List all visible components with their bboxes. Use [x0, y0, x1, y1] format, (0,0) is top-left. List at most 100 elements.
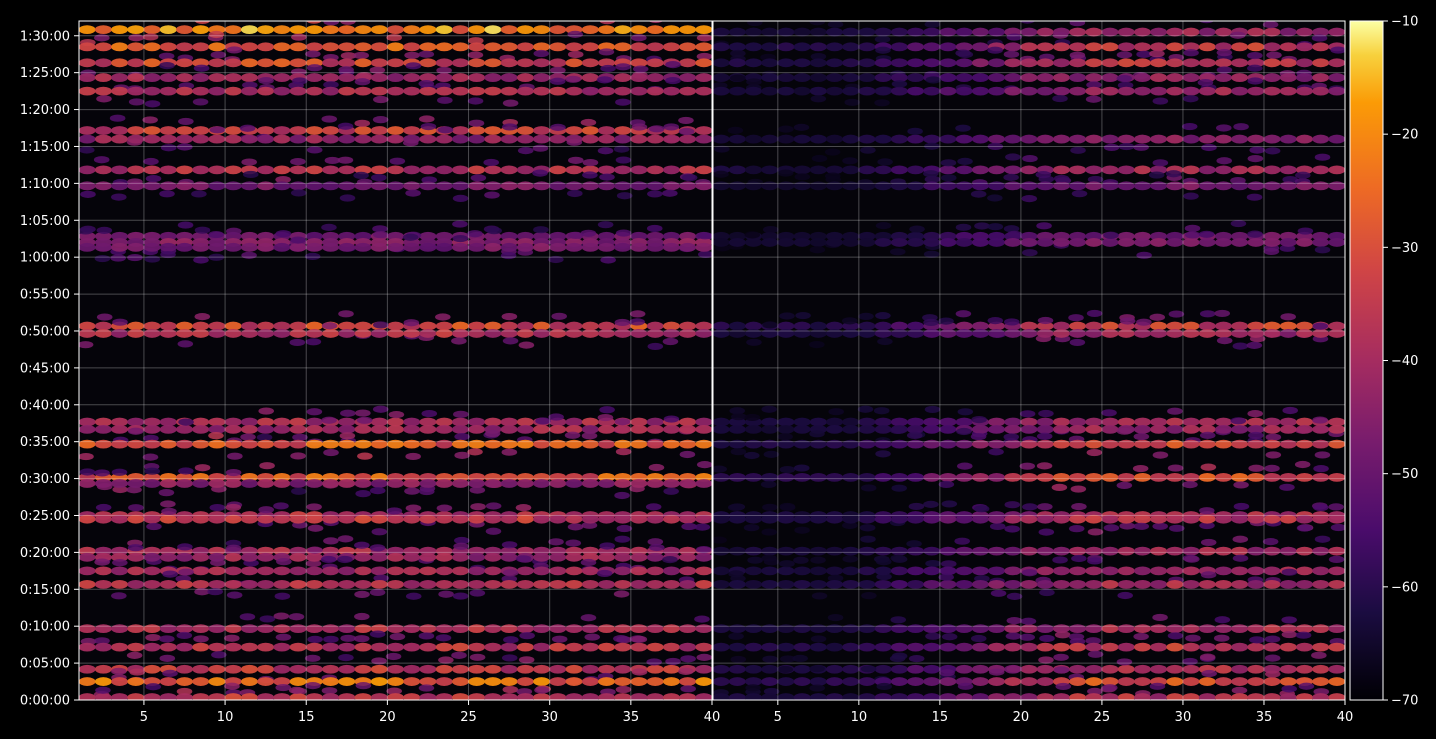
heat-cell [94, 637, 110, 645]
heat-cell [386, 507, 403, 515]
heat-cell [322, 86, 340, 96]
heat-cell [515, 504, 532, 512]
heat-cell [533, 242, 551, 252]
heat-cell [259, 462, 275, 470]
heat-cell [1182, 42, 1200, 52]
heat-cell [468, 134, 486, 144]
heat-cell [1247, 642, 1265, 652]
heat-cell [826, 134, 843, 144]
heat-cell [1233, 123, 1249, 131]
heat-cell [240, 231, 258, 241]
heat-cell [1198, 238, 1216, 247]
heat-cell [192, 231, 210, 241]
heat-cell [761, 642, 779, 652]
heat-cell [1312, 42, 1330, 52]
heat-cell [792, 654, 808, 663]
heat-cell [111, 424, 129, 434]
heat-cell [516, 126, 534, 135]
heat-cell [875, 312, 891, 320]
heat-cell [500, 165, 518, 175]
heat-cell [96, 313, 113, 321]
heat-cell [695, 321, 712, 331]
heat-cell [419, 472, 437, 482]
heat-cell [192, 42, 210, 52]
heat-cell [112, 318, 128, 326]
heat-cell [337, 555, 353, 564]
heat-cell [1085, 677, 1103, 686]
heat-cell [565, 42, 583, 52]
heat-cell [501, 654, 518, 662]
heat-cell [290, 158, 306, 166]
heat-cell [581, 566, 599, 576]
heat-cell [679, 181, 697, 191]
heat-cell [549, 642, 567, 652]
heat-cell [1004, 134, 1022, 144]
heat-cell [761, 439, 779, 449]
heat-cell [1279, 238, 1297, 247]
heat-cell [305, 664, 323, 674]
heat-cell [1117, 42, 1135, 52]
heat-cell [598, 642, 615, 652]
heat-cell [695, 181, 712, 191]
heat-cell [1053, 666, 1070, 674]
heat-cell [322, 472, 340, 482]
heat-cell [614, 677, 632, 686]
heat-cell [1003, 433, 1020, 441]
grid-left [79, 21, 712, 700]
heat-cell [484, 25, 502, 35]
heat-cell [1233, 481, 1249, 489]
heat-cell [890, 181, 908, 191]
heat-cell [1199, 653, 1216, 661]
heat-cell [403, 677, 421, 686]
heat-cell [387, 231, 404, 241]
heat-cell [1004, 693, 1022, 700]
y-tick-label: 1:25:00 [20, 66, 70, 81]
heat-cell [581, 439, 599, 449]
heat-cell [761, 86, 779, 96]
heat-cell [273, 134, 291, 144]
heat-cell [306, 64, 323, 72]
heat-cell [1069, 134, 1087, 144]
heat-cell [955, 579, 973, 589]
heat-cell [615, 156, 632, 164]
heat-cell [907, 624, 924, 634]
heat-cell [224, 181, 242, 191]
heat-cell [1134, 73, 1151, 82]
heat-cell [159, 546, 177, 556]
heat-cell [1182, 693, 1200, 700]
heat-cell [858, 42, 876, 52]
heat-cell [419, 42, 437, 52]
heat-cell [127, 472, 145, 482]
heat-cell [1166, 27, 1184, 37]
heat-cell [728, 424, 746, 434]
heat-cell [111, 193, 127, 201]
heat-cell [387, 165, 404, 175]
heat-cell [484, 181, 502, 191]
heat-cell [1263, 73, 1281, 82]
heat-cell [1004, 501, 1021, 509]
heat-cell [79, 181, 96, 191]
heat-cell [695, 86, 712, 96]
heat-cell [1231, 238, 1249, 247]
heat-cell [289, 42, 307, 52]
heat-cell [1004, 238, 1022, 247]
heat-cell [405, 504, 422, 512]
heat-cell [1215, 514, 1232, 524]
heat-cell [662, 424, 680, 434]
heat-cell [143, 479, 161, 488]
heat-cell [224, 58, 242, 68]
heat-cell [1086, 309, 1103, 318]
heat-cell [516, 329, 534, 338]
heat-cell [1150, 181, 1168, 191]
heat-cell [518, 656, 535, 664]
heat-cell [143, 321, 161, 331]
heat-cell [1036, 566, 1054, 576]
heat-cell [1198, 546, 1216, 556]
heat-cell [210, 51, 227, 59]
heat-cell [533, 479, 551, 488]
heat-cell [1232, 342, 1249, 350]
heat-cell [403, 579, 421, 589]
heat-cell [1004, 73, 1022, 82]
heat-cell [1182, 181, 1200, 191]
heat-cell [178, 568, 194, 576]
